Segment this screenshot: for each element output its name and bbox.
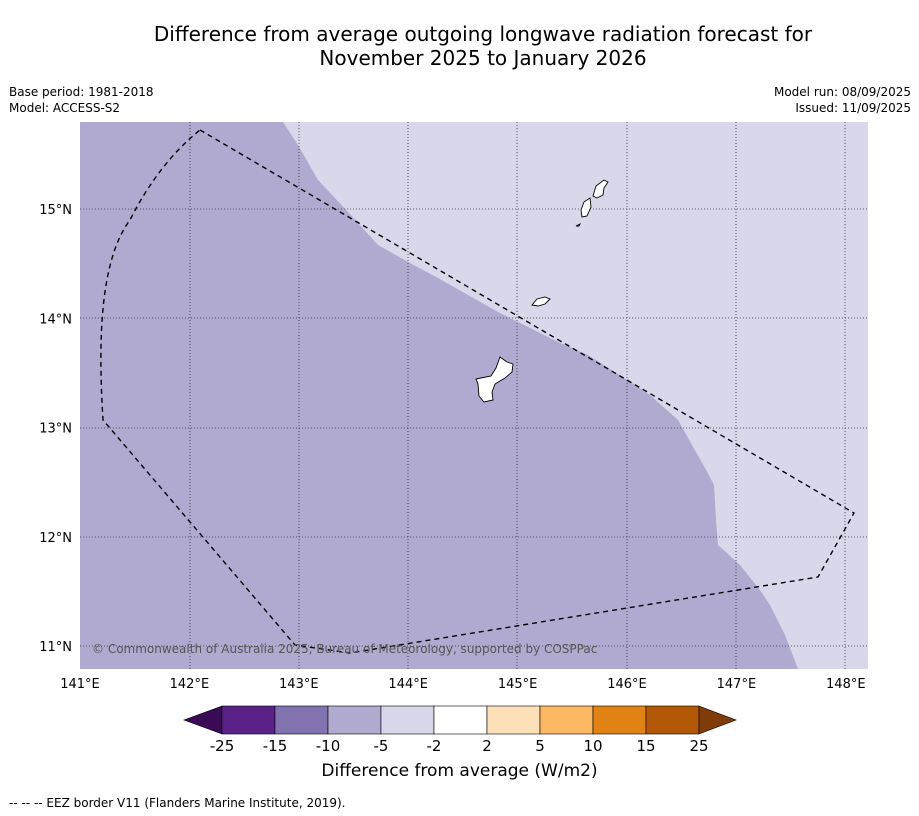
island-saipan: [592, 179, 609, 199]
model-label: Model: ACCESS-S2: [9, 101, 121, 115]
colorbar-swatch: [592, 705, 647, 735]
colorbar-swatch: [221, 705, 276, 735]
copyright-notice: © Commonwealth of Australia 2025, Bureau…: [92, 642, 597, 656]
x-tick-label: 143°E: [279, 677, 319, 692]
y-tick-label: 13°N: [39, 422, 72, 437]
colorbar-swatch: [486, 705, 541, 735]
chart-title: Difference from average outgoing longwav…: [0, 22, 919, 70]
eez-border: [100, 129, 855, 654]
base-period-label: Base period: 1981-2018: [9, 85, 154, 99]
colorbar-tick-label: 10: [583, 737, 602, 755]
colorbar-tick-label: -25: [210, 737, 235, 755]
colorbar-tick-labels: -25 -15 -10 -5 -2 2 5 10 15 25: [210, 737, 709, 755]
y-tick-label: 14°N: [39, 312, 72, 327]
x-tick-label: 145°E: [498, 677, 538, 692]
colorbar-swatch: [645, 705, 700, 735]
y-tick-label: 12°N: [39, 531, 72, 546]
x-axis-ticks: 141°E 142°E 143°E 144°E 145°E 146°E 147°E 148°E: [60, 677, 865, 692]
colorbar-tick-label: 25: [689, 737, 708, 755]
x-tick-label: 142°E: [170, 677, 210, 692]
colorbar-tick-label: 2: [482, 737, 492, 755]
colorbar-tick-label: -15: [263, 737, 288, 755]
eez-footnote: -- -- -- EEZ border V11 (Flanders Marine…: [9, 796, 346, 810]
colorbar-extend-low: [183, 705, 223, 735]
island-guam: [475, 356, 514, 403]
colorbar: [183, 705, 737, 735]
meta-left: Base period: 1981-2018 Model: ACCESS-S2: [9, 84, 154, 116]
title-line-1: Difference from average outgoing longwav…: [153, 22, 813, 46]
colorbar-swatch: [433, 705, 488, 735]
colorbar-swatch: [327, 705, 382, 735]
colorbar-title: Difference from average (W/m2): [321, 761, 598, 781]
y-tick-label: 11°N: [39, 640, 72, 655]
colorbar-swatch: [380, 705, 435, 735]
island-tinian: [580, 197, 592, 218]
gridlines: [80, 122, 868, 669]
meta-right: Model run: 08/09/2025 Issued: 11/09/2025: [774, 84, 911, 116]
island-rota: [531, 296, 551, 307]
x-tick-label: 148°E: [826, 677, 866, 692]
y-tick-label: 15°N: [39, 203, 72, 218]
anomaly-region-west: [80, 122, 798, 669]
islands: [475, 179, 609, 403]
x-tick-label: 146°E: [607, 677, 647, 692]
colorbar-extend-high: [698, 705, 737, 735]
title-line-2: November 2025 to January 2026: [319, 46, 647, 70]
colorbar-tick-label: -5: [374, 737, 389, 755]
colorbar-tick-label: -2: [427, 737, 442, 755]
colorbar-swatch: [274, 705, 329, 735]
colorbar-tick-label: -10: [316, 737, 341, 755]
issued-label: Issued: 11/09/2025: [795, 101, 911, 115]
model-run-label: Model run: 08/09/2025: [773, 85, 911, 99]
colorbar-swatch: [539, 705, 594, 735]
x-tick-label: 141°E: [60, 677, 100, 692]
map-panel: © Commonwealth of Australia 2025, Bureau…: [80, 122, 868, 669]
x-tick-label: 144°E: [388, 677, 428, 692]
x-tick-label: 147°E: [717, 677, 757, 692]
colorbar-tick-label: 15: [636, 737, 655, 755]
island-aguijan: [575, 222, 582, 227]
y-axis-ticks: 15°N 14°N 13°N 12°N 11°N: [39, 203, 72, 655]
colorbar-tick-label: 5: [535, 737, 545, 755]
